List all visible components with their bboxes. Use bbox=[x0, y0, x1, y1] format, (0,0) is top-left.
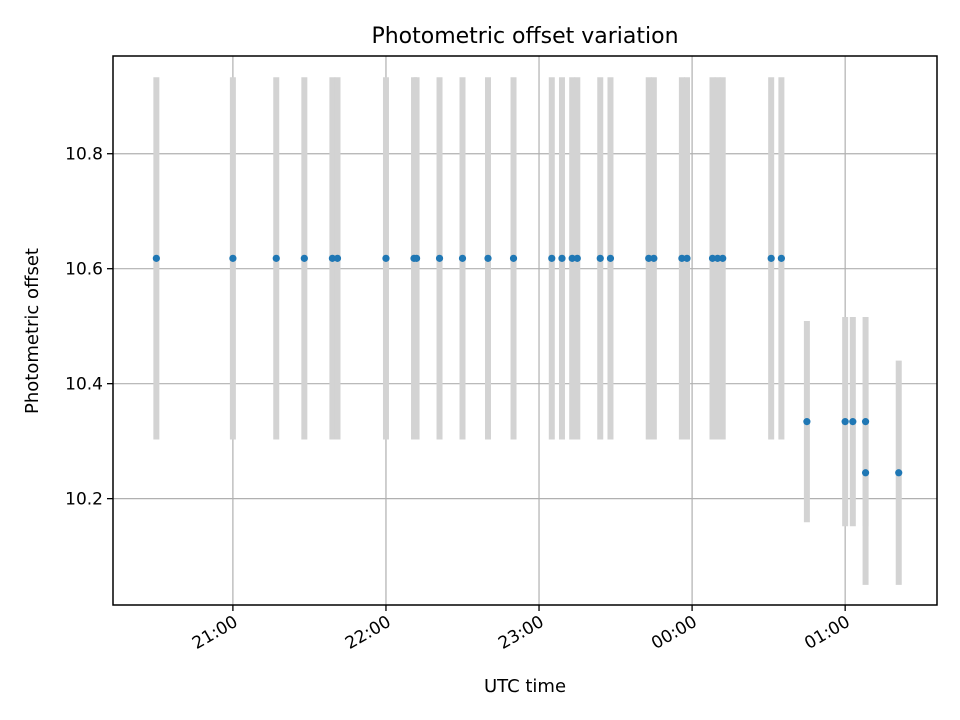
y-tick-label: 10.8 bbox=[65, 145, 103, 165]
data-point bbox=[596, 254, 604, 262]
data-point bbox=[841, 418, 849, 426]
data-point bbox=[573, 254, 581, 262]
data-point bbox=[803, 418, 811, 426]
x-tick-label: 00:00 bbox=[648, 612, 700, 654]
y-tick-label: 10.4 bbox=[65, 375, 103, 395]
y-tick-label: 10.6 bbox=[65, 260, 103, 280]
data-point bbox=[458, 254, 467, 262]
data-point bbox=[861, 418, 870, 426]
data-point bbox=[606, 254, 615, 262]
data-point bbox=[719, 254, 727, 262]
data-point bbox=[849, 418, 857, 426]
data-point bbox=[650, 254, 658, 262]
x-axis-label: UTC time bbox=[484, 676, 566, 697]
y-tick-label: 10.2 bbox=[65, 490, 103, 510]
x-tick-label: 21:00 bbox=[189, 612, 241, 654]
data-point bbox=[435, 254, 444, 262]
data-point bbox=[300, 254, 308, 262]
data-point bbox=[678, 254, 686, 262]
data-point bbox=[708, 254, 717, 262]
x-axis: 21:00 22:00 23:00 00:00 01:00 bbox=[189, 605, 854, 654]
data-point bbox=[683, 254, 691, 262]
data-point bbox=[152, 254, 160, 262]
x-tick-label: 22:00 bbox=[342, 612, 394, 654]
data-point bbox=[412, 254, 421, 262]
data-point bbox=[548, 254, 556, 262]
y-gridlines bbox=[113, 153, 937, 500]
data-point bbox=[509, 254, 518, 262]
data-point bbox=[767, 254, 775, 262]
data-point bbox=[382, 254, 390, 262]
data-point bbox=[558, 254, 566, 262]
data-point bbox=[714, 254, 722, 262]
y-axis: 10.2 10.4 10.6 10.8 bbox=[65, 145, 113, 510]
x-tick-label: 01:00 bbox=[801, 612, 853, 654]
data-point bbox=[777, 254, 785, 262]
data-point bbox=[645, 254, 653, 262]
plot-frame bbox=[112, 55, 938, 606]
data-point bbox=[333, 254, 342, 262]
x-gridlines bbox=[232, 56, 846, 605]
data-point bbox=[229, 254, 237, 262]
data-points bbox=[152, 254, 903, 477]
data-point bbox=[895, 469, 903, 477]
data-point bbox=[861, 469, 870, 477]
chart-title: Photometric offset variation bbox=[371, 24, 678, 49]
data-point bbox=[568, 254, 576, 262]
x-tick-label: 23:00 bbox=[495, 612, 547, 654]
data-point bbox=[328, 254, 336, 262]
data-point bbox=[484, 254, 492, 262]
data-point bbox=[272, 254, 280, 262]
y-axis-label: Photometric offset bbox=[22, 248, 43, 414]
